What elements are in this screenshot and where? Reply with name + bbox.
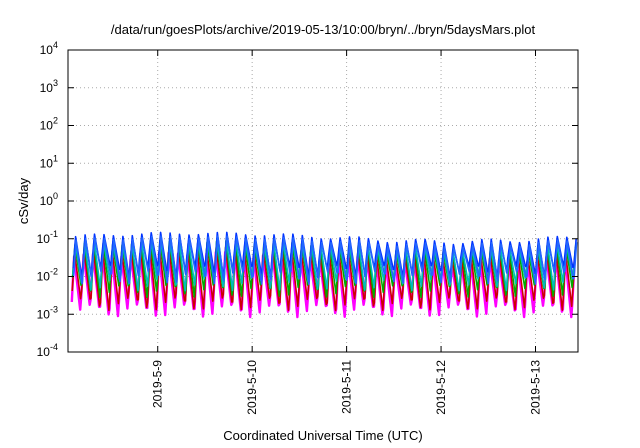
series-line	[71, 246, 576, 312]
y-axis-label: cSv/day	[16, 177, 31, 224]
x-tick-label: 2019-5-12	[434, 360, 448, 415]
x-tick-label: 2019-5-10	[245, 360, 259, 415]
x-axis: 2019-5-9 2019-5-10 2019-5-11 2019-5-12 2019-…	[151, 50, 543, 415]
x-tick-label: 2019-5-9	[151, 360, 165, 408]
x-axis-label: Coordinated Universal Time (UTC)	[223, 428, 422, 443]
chart-title: /data/run/goesPlots/archive/2019-05-13/1…	[111, 22, 536, 37]
series-line	[72, 235, 578, 285]
x-tick-label: 2019-5-11	[340, 360, 354, 414]
series-layer	[70, 231, 578, 319]
x-tick-label: 2019-5-13	[529, 360, 543, 415]
